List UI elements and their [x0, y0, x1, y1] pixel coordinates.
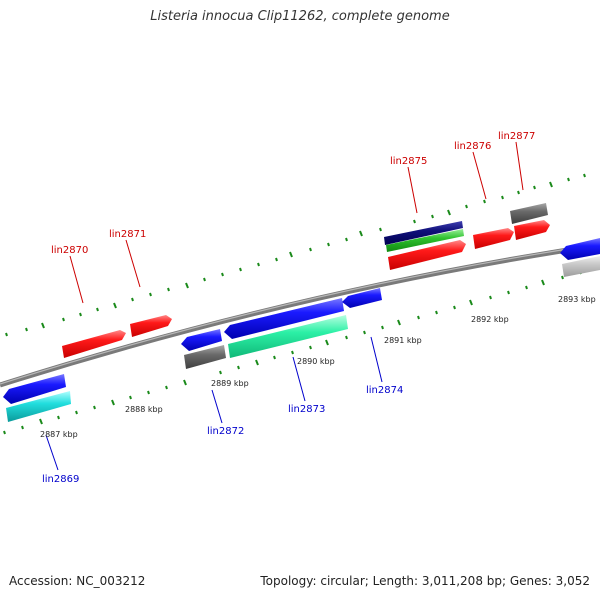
gene-lin2874-arrow[interactable]: [342, 288, 382, 308]
kbp-scale-labels: 2887 kbp 2888 kbp 2889 kbp 2890 kbp 2891…: [40, 295, 596, 439]
gene-lin2873-mint-band: [228, 315, 348, 358]
gene-edge-blue-arrow[interactable]: [560, 238, 600, 260]
gene-label-lin2869[interactable]: lin2869: [42, 474, 79, 485]
genome-summary-text: Topology: circular; Length: 3,011,208 bp…: [260, 574, 590, 588]
gene-gray-block-top: [510, 203, 548, 224]
accession-text: Accession: NC_003212: [9, 574, 146, 588]
page-title: Listeria innocua Clip11262, complete gen…: [150, 9, 450, 24]
kbp-label: 2891 kbp: [384, 336, 422, 345]
gene-lin2869-arrow[interactable]: [3, 374, 66, 404]
gene-lin2871-arrow[interactable]: [130, 315, 172, 337]
upper-strand-genes: [62, 203, 550, 358]
upper-tick-track: [5, 173, 586, 337]
gene-label-lin2872[interactable]: lin2872: [207, 426, 244, 437]
gene-lin2872-arrow[interactable]: [181, 329, 222, 351]
gene-labels-bottom: lin2869 lin2872 lin2873 lin2874: [42, 385, 403, 485]
lower-strand-genes: [3, 238, 600, 422]
gene-lin2869-cyan-band: [6, 391, 71, 422]
gene-lin2876-arrow[interactable]: [473, 228, 514, 249]
gene-label-lin2876[interactable]: lin2876: [454, 141, 491, 152]
gene-labels-top: lin2870 lin2871 lin2875 lin2876 lin2877: [51, 131, 535, 256]
label-leader-lines: [45, 141, 524, 471]
kbp-label: 2889 kbp: [211, 379, 249, 388]
kbp-label: 2888 kbp: [125, 405, 163, 414]
gene-lin2872-gray-block: [184, 345, 226, 369]
gene-lin2875-arrow[interactable]: [388, 240, 466, 270]
gene-lin2873-arrow[interactable]: [224, 298, 344, 339]
kbp-label: 2887 kbp: [40, 430, 78, 439]
genome-backbone: [0, 242, 600, 388]
gene-edge-lightgray-block: [562, 256, 600, 277]
gene-label-lin2871[interactable]: lin2871: [109, 229, 146, 240]
kbp-label: 2893 kbp: [558, 295, 596, 304]
genome-backbone-highlight: [0, 243, 600, 385]
kbp-label: 2890 kbp: [297, 357, 335, 366]
gene-label-lin2873[interactable]: lin2873: [288, 404, 325, 415]
gene-lin2870-arrow[interactable]: [62, 330, 126, 358]
gene-navy-band: [384, 221, 463, 245]
gene-lin2877-arrow[interactable]: [514, 220, 550, 240]
gene-label-lin2874[interactable]: lin2874: [366, 385, 403, 396]
gene-label-lin2875[interactable]: lin2875: [390, 156, 427, 167]
gene-label-lin2870[interactable]: lin2870: [51, 245, 88, 256]
kbp-label: 2892 kbp: [471, 315, 509, 324]
gene-label-lin2877[interactable]: lin2877: [498, 131, 535, 142]
gene-green-band: [386, 229, 464, 252]
